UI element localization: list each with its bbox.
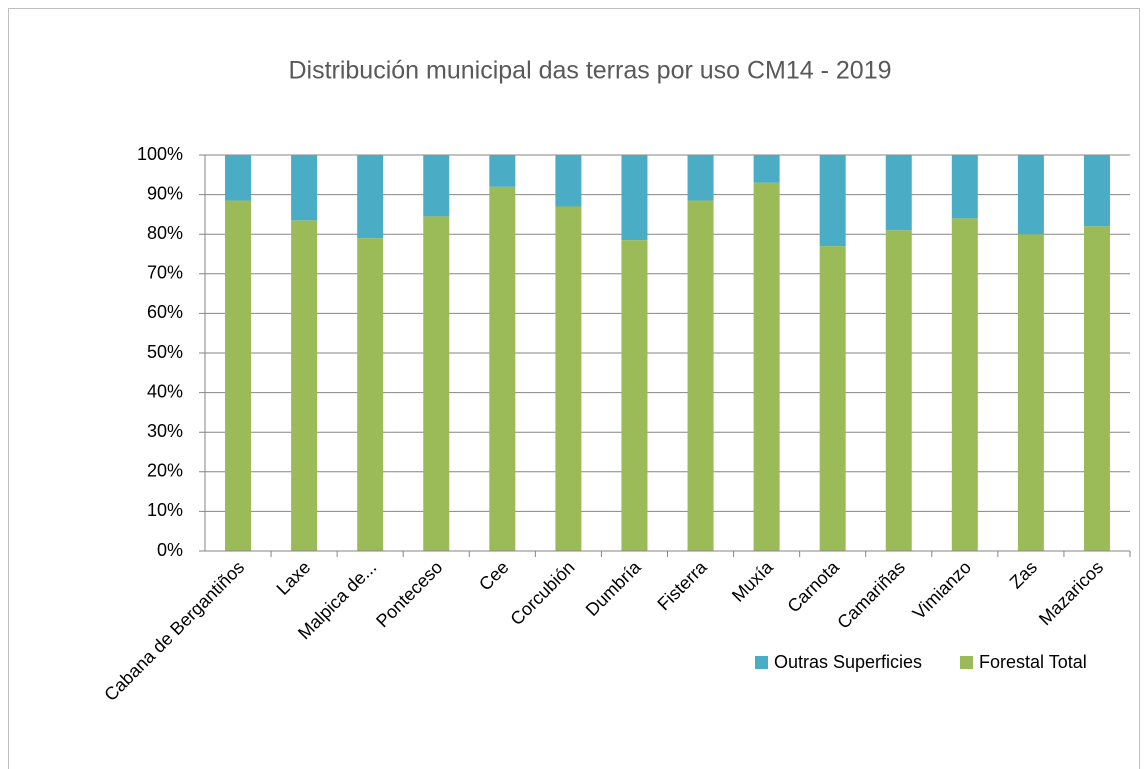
y-tick-label: 10% xyxy=(147,500,183,520)
legend-label: Forestal Total xyxy=(979,652,1087,672)
bar-segment xyxy=(885,230,912,552)
y-tick-label: 20% xyxy=(147,461,183,481)
bar-segment xyxy=(819,155,846,247)
bar-segment xyxy=(819,246,846,551)
y-tick-label: 50% xyxy=(147,342,183,362)
bar-segment xyxy=(1083,155,1110,227)
y-tick-label: 100% xyxy=(137,144,183,164)
bar-segment xyxy=(555,206,582,552)
bar-segment xyxy=(489,186,516,551)
y-tick-label: 90% xyxy=(147,183,183,203)
bar-segment xyxy=(225,155,252,201)
bar-segment xyxy=(555,155,582,207)
bar-segment xyxy=(489,155,516,187)
bar-segment xyxy=(621,240,648,551)
bar-segment xyxy=(1017,234,1044,551)
y-tick-label: 0% xyxy=(157,540,183,560)
bar-segment xyxy=(423,155,450,217)
legend-label: Outras Superficies xyxy=(774,652,922,672)
bar-segment xyxy=(1017,155,1044,235)
bar-segment xyxy=(687,155,714,201)
bar-segment xyxy=(951,218,978,552)
bar-segment xyxy=(885,155,912,231)
chart-title: Distribución municipal das terras por us… xyxy=(288,57,891,85)
bar-segment xyxy=(423,216,450,551)
y-tick-label: 40% xyxy=(147,381,183,401)
bar-segment xyxy=(1083,226,1110,551)
bar-segment xyxy=(291,155,318,221)
legend-swatch xyxy=(755,656,768,669)
bar-segment xyxy=(291,220,318,551)
bar-segment xyxy=(357,238,384,551)
y-tick-label: 70% xyxy=(147,263,183,283)
bar-segment xyxy=(225,200,252,552)
bar-segment xyxy=(753,182,780,551)
legend-swatch xyxy=(960,656,973,669)
bar-segment xyxy=(621,155,648,241)
bar-segment xyxy=(753,155,780,183)
y-tick-label: 60% xyxy=(147,302,183,322)
bar-segment xyxy=(687,200,714,552)
y-tick-label: 30% xyxy=(147,421,183,441)
bar-segment xyxy=(951,155,978,219)
bar-segment xyxy=(357,155,384,239)
y-tick-label: 80% xyxy=(147,223,183,243)
